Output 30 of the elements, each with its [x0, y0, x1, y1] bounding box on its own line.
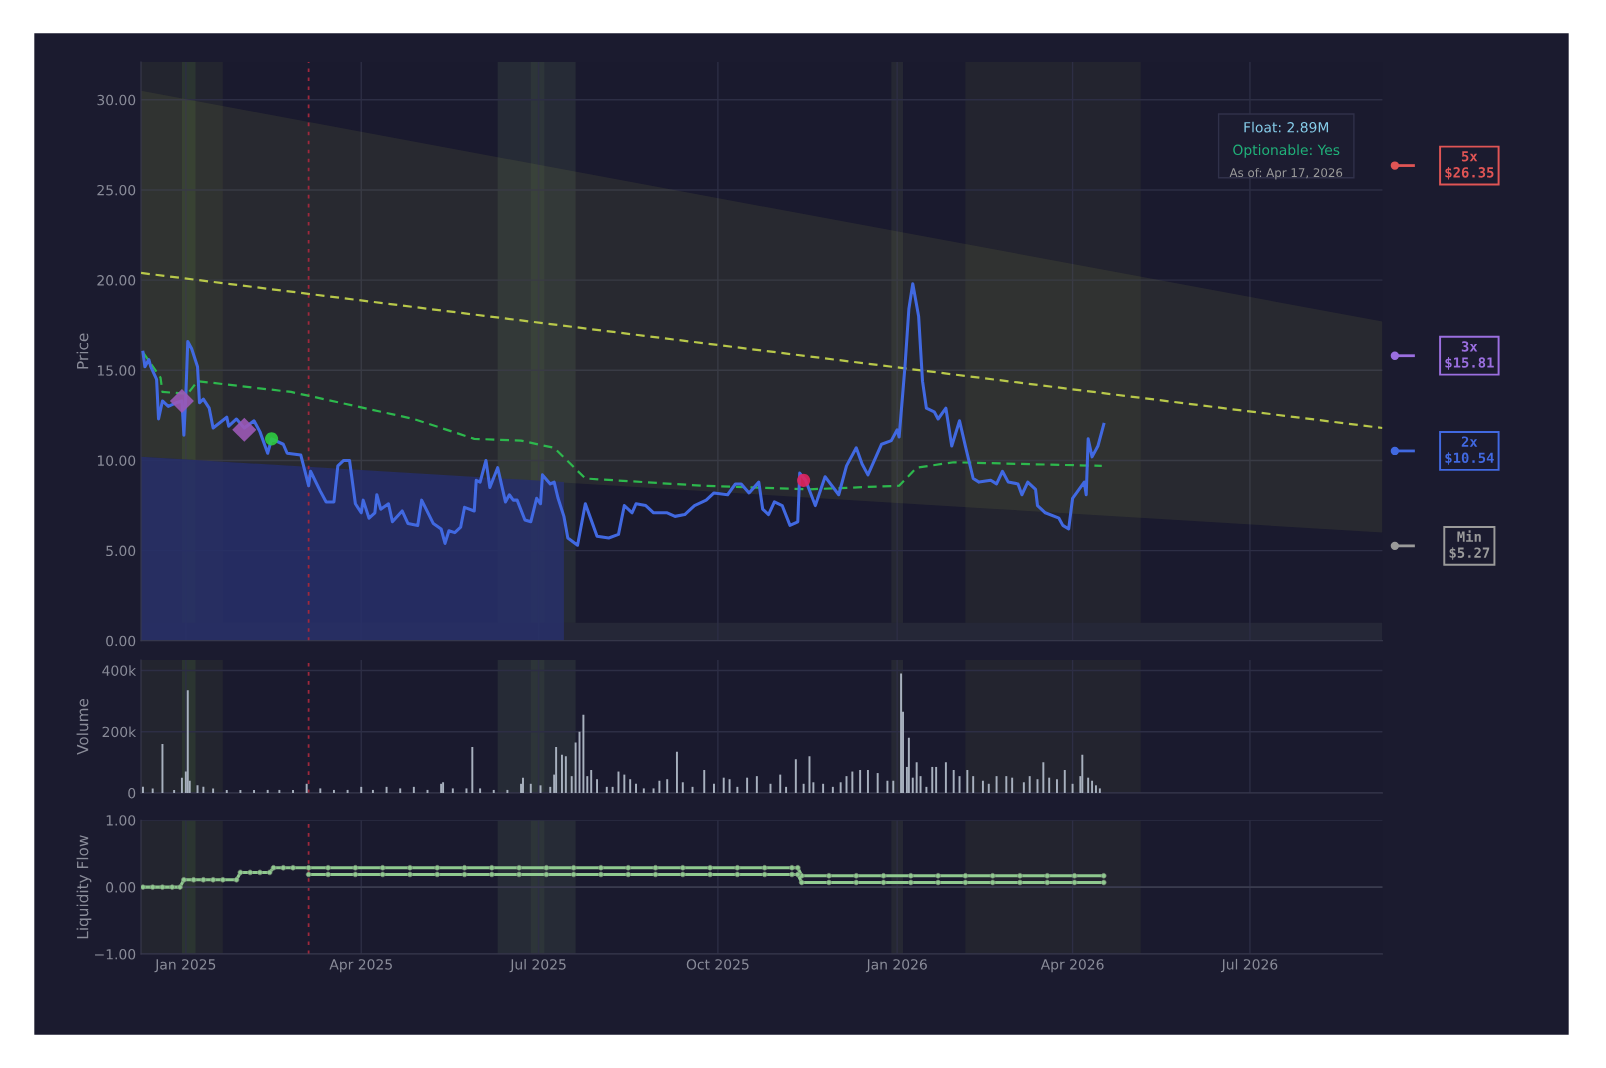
text: Min $5.27 [1449, 530, 1490, 560]
y-tick-label: 20.00 [97, 275, 136, 286]
annotation: Float: 2.89M [1244, 121, 1329, 133]
x-tick-label: Jan 2026 [865, 959, 927, 973]
y-tick-label: 0.00 [106, 635, 136, 647]
y-tick-label: 15.00 [97, 365, 136, 376]
y-axis-title: Volume [76, 698, 89, 755]
annotation: Optionable: Yes [1233, 144, 1340, 158]
y-axis-title: Liquidity Flow [76, 835, 92, 939]
text: 2x $10.54 [1445, 436, 1494, 465]
text: 5x $26.35 [1445, 151, 1494, 180]
y-tick-label: 25.00 [97, 184, 136, 196]
x-tick-label: Apr 2026 [1040, 959, 1104, 973]
y-tick-label: 200k [102, 726, 137, 738]
y-axis-title: Price [76, 333, 89, 369]
y-tick-label: −1.00 [95, 949, 136, 960]
x-tick-label: Jul 2026 [1220, 958, 1278, 973]
y-tick-label: 1.00 [106, 815, 136, 826]
y-tick-label: 0 [128, 787, 136, 799]
y-tick-label: 30.00 [97, 94, 136, 106]
x-tick-label: Oct 2025 [686, 959, 749, 970]
y-tick-label: 5.00 [106, 545, 136, 557]
y-tick-label: 0.00 [106, 882, 136, 893]
annotation: As of: Apr 17, 2026 [1229, 167, 1343, 180]
x-tick-label: Jul 2025 [509, 958, 566, 973]
y-tick-label: 10.00 [97, 455, 136, 466]
x-tick-label: Jan 2025 [154, 959, 216, 973]
y-tick-label: 400k [102, 665, 137, 676]
text: 3x $15.81 [1445, 341, 1494, 370]
x-tick-label: Apr 2025 [329, 959, 392, 973]
